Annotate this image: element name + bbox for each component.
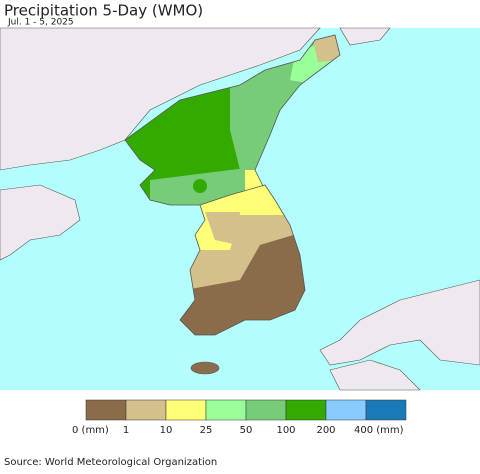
title: Precipitation 5-Day (WMO) [4,2,203,20]
legend-label: 25 [200,425,213,436]
legend-label: 200 [316,425,335,436]
legend-label: 100 [276,425,295,436]
legend-swatch [125,399,167,421]
legend-swatch [365,399,407,421]
subtitle: Jul. 1 - 5, 2025 [7,18,74,28]
legend-label: 50 [240,425,253,436]
legend-swatch [205,399,247,421]
legend-swatch [165,399,207,421]
legend-swatch [85,399,127,421]
map [0,27,480,391]
source: Source: World Meteorological Organizatio… [4,457,217,468]
legend-swatch [325,399,367,421]
legend-label: 10 [160,425,173,436]
legend-swatch [285,399,327,421]
legend-label: 400 (mm) [354,425,404,436]
legend-swatch [245,399,287,421]
legend-label: 1 [123,425,129,436]
legend: 0 (mm) 1 10 25 50 100 200 400 (mm) [72,399,407,436]
legend-label: 0 (mm) [72,425,109,436]
